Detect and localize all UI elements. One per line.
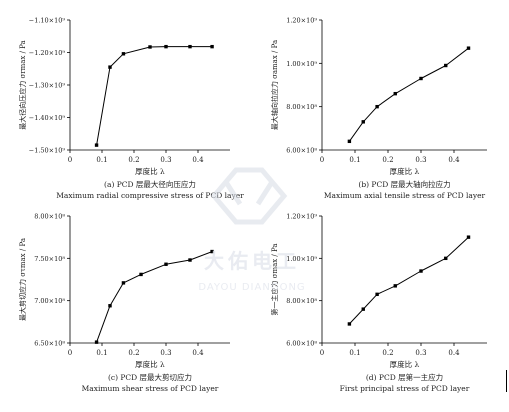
data-point bbox=[121, 52, 126, 56]
data-point bbox=[148, 45, 152, 49]
data-point bbox=[393, 284, 397, 288]
x-axis-label: 厚度比 λ bbox=[135, 359, 165, 369]
chart-panel-d: 0 0.1 0.2 0.3 0.4 6.00×10⁸ 8.00×10⁸ 1.00×10⁹ 1.2… bbox=[270, 213, 487, 393]
caption-cn: (b) PCD 层最大轴向拉应力 bbox=[358, 179, 450, 189]
data-point bbox=[419, 269, 423, 273]
x-tick-label: 0.2 bbox=[128, 156, 139, 164]
data-point bbox=[375, 292, 379, 297]
caption-cn: (d) PCD 层第一主应力 bbox=[366, 372, 443, 382]
data-point bbox=[466, 235, 471, 239]
y-tick-label: 1.20×10⁹ bbox=[286, 213, 317, 221]
y-axis-label: 第一主应力 σmax / Pa bbox=[270, 243, 279, 315]
x-tick-label: 0.4 bbox=[192, 156, 204, 164]
x-tick-label: 0.1 bbox=[96, 156, 107, 164]
data-point bbox=[164, 44, 168, 49]
x-tick-label: 0.1 bbox=[349, 349, 360, 357]
x-tick-label: 0.1 bbox=[349, 156, 360, 164]
caption-cn: (a) PCD 层最大径向压应力 bbox=[104, 179, 196, 189]
logo-strokes bbox=[223, 180, 275, 206]
y-tick-label: 6.00×10⁸ bbox=[286, 147, 317, 155]
data-point bbox=[139, 272, 143, 277]
watermark-label: 大佑电工 bbox=[204, 249, 300, 273]
data-point bbox=[361, 120, 365, 124]
x-tick-label: 0.2 bbox=[382, 156, 393, 164]
data-point bbox=[108, 304, 112, 308]
x-tick-label: 0.3 bbox=[415, 156, 426, 164]
data-point bbox=[347, 322, 352, 326]
y-tick-label: 1.00×10⁹ bbox=[286, 60, 317, 68]
caption-cn: (c) PCD 层最大剪切应力 bbox=[108, 372, 192, 382]
x-tick-label: 0 bbox=[68, 349, 72, 357]
data-point bbox=[347, 139, 352, 144]
y-tick-label: 6.00×10⁸ bbox=[286, 340, 317, 348]
data-point bbox=[94, 340, 99, 344]
x-tick-label: 0.3 bbox=[160, 349, 171, 357]
y-tick-label: −1.30×10⁹ bbox=[29, 82, 66, 90]
data-point bbox=[210, 249, 214, 254]
data-point bbox=[466, 46, 471, 50]
x-tick-label: 0.4 bbox=[448, 349, 460, 357]
y-tick-label: 1.00×10⁹ bbox=[286, 255, 317, 263]
caption-en: First principal stress of PCD layer bbox=[340, 384, 470, 393]
data-point bbox=[361, 307, 365, 311]
data-point bbox=[164, 262, 168, 266]
x-tick-label: 0.3 bbox=[415, 349, 426, 357]
x-axis-label: 厚度比 λ bbox=[390, 166, 420, 176]
x-axis-label: 厚度比 λ bbox=[390, 359, 420, 369]
chart-panel-a: 0 0.1 0.2 0.3 0.4 −1.50×10⁹ −1.40×10⁹ −1.30×10⁹… bbox=[18, 17, 244, 201]
y-axis-label: 最大剪切应力 στmax / Pa bbox=[18, 238, 27, 321]
y-tick-label: 1.20×10⁹ bbox=[286, 17, 317, 25]
caption-en: Maximum axial tensile stress of PCD laye… bbox=[324, 191, 486, 200]
data-point bbox=[210, 44, 214, 49]
watermark-sublabel: DAYOU DIANGONG bbox=[198, 282, 305, 293]
y-axis-label: 最大轴向拉应力 σamax / Pa bbox=[270, 40, 279, 130]
chart-panel-c: 0 0.1 0.2 0.3 0.4 6.50×10⁸ 7.00×10⁸ 7.50×10⁸ 8.0… bbox=[18, 213, 230, 393]
caption-en: Maximum shear stress of PCD layer bbox=[82, 384, 219, 393]
data-point bbox=[188, 258, 192, 262]
data-point bbox=[188, 44, 192, 49]
y-tick-label: 7.50×10⁸ bbox=[34, 255, 65, 263]
x-tick-label: 0 bbox=[320, 156, 324, 164]
data-point bbox=[108, 65, 112, 69]
x-tick-label: 0.3 bbox=[160, 156, 171, 164]
y-tick-label: 7.00×10⁸ bbox=[34, 297, 65, 305]
caption-en: Maximum radial compressive stress of PCD… bbox=[56, 191, 244, 200]
data-point bbox=[419, 76, 423, 81]
x-tick-label: 0.4 bbox=[192, 349, 204, 357]
y-tick-label: −1.50×10⁹ bbox=[29, 147, 66, 155]
y-tick-label: −1.40×10⁹ bbox=[29, 114, 66, 122]
x-tick-label: 0.2 bbox=[382, 349, 393, 357]
data-point bbox=[393, 91, 397, 96]
y-tick-label: 8.00×10⁸ bbox=[34, 213, 65, 221]
data-point bbox=[94, 143, 99, 147]
y-tick-label: 8.00×10⁸ bbox=[286, 297, 317, 305]
data-point bbox=[444, 63, 448, 68]
edge-bar bbox=[506, 370, 507, 392]
x-tick-label: 0.2 bbox=[128, 349, 139, 357]
chart-panel-b: 0 0.1 0.2 0.3 0.4 6.00×10⁸ 8.00×10⁸ 1.00×10⁹ 1.2… bbox=[270, 17, 487, 200]
x-tick-label: 0.1 bbox=[96, 349, 107, 357]
y-tick-label: 8.00×10⁸ bbox=[286, 103, 317, 111]
x-tick-label: 0 bbox=[320, 349, 324, 357]
x-tick-label: 0.4 bbox=[448, 156, 460, 164]
logo-hexagon bbox=[210, 167, 288, 225]
y-tick-label: −1.20×10⁹ bbox=[29, 49, 66, 57]
data-point bbox=[375, 104, 379, 109]
x-tick-label: 0 bbox=[68, 156, 72, 164]
y-tick-label: 6.50×10⁸ bbox=[34, 340, 65, 348]
y-axis-label: 最大径向压应力 σrmax / Pa bbox=[18, 40, 27, 130]
x-axis-label: 厚度比 λ bbox=[135, 166, 165, 176]
data-point bbox=[121, 281, 126, 285]
data-point bbox=[444, 256, 448, 261]
y-tick-label: −1.10×10⁹ bbox=[29, 17, 66, 25]
